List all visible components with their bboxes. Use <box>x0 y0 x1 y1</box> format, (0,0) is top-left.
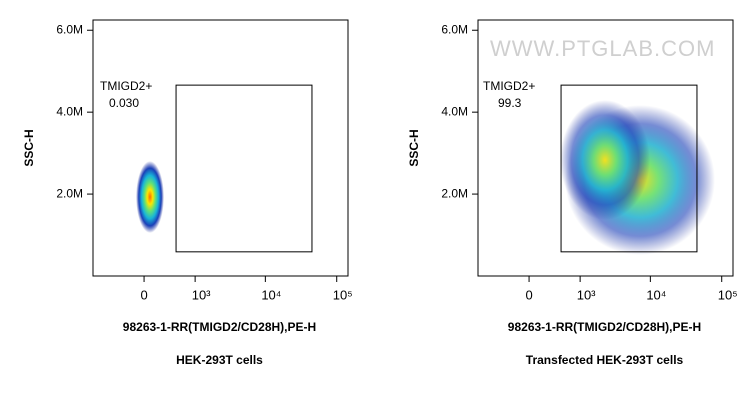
y-tick-label: 4.0M <box>441 104 468 118</box>
y-tick-label: 6.0M <box>56 22 83 36</box>
density-cloud <box>560 100 650 220</box>
gate-percent: 0.030 <box>109 96 139 110</box>
panel-title: HEK-293T cells <box>176 353 263 367</box>
axes-frame <box>477 19 734 277</box>
y-tick-label: 2.0M <box>441 186 468 200</box>
x-tick-label: 0 <box>525 287 532 302</box>
y-axis-label: SSC-H <box>22 129 36 166</box>
y-tick-label: 2.0M <box>56 186 83 200</box>
x-axis-label: 98263-1-RR(TMIGD2/CD28H),PE-H <box>508 320 701 334</box>
axes-frame <box>92 19 349 277</box>
gate-name: TMIGD2+ <box>483 79 535 93</box>
x-tick-label: 10⁴ <box>261 287 281 302</box>
plot: 2.0M 4.0M 6.0M 0 10³ 10⁴ 10⁵ SSC-H 98263-1-RR(TM… <box>22 19 353 367</box>
x-axis-label: 98263-1-RR(TMIGD2/CD28H),PE-H <box>123 320 316 334</box>
y-tick-label: 4.0M <box>56 104 83 118</box>
x-tick-label: 10⁵ <box>333 287 353 302</box>
x-tick-label: 10³ <box>577 287 596 302</box>
y-axis-label: SSC-H <box>407 129 421 166</box>
y-tick-label: 6.0M <box>441 22 468 36</box>
x-tick-label: 0 <box>140 287 147 302</box>
watermark: WWW.PTGLAB.COM <box>490 36 715 61</box>
panel-title: Transfected HEK-293T cells <box>526 353 684 367</box>
plot: 2.0M 4.0M 6.0M 0 10³ 10⁴ 10⁵ SSC-H 98263-1-RR(TM… <box>407 19 738 367</box>
gate-name: TMIGD2+ <box>100 79 152 93</box>
density-cloud <box>136 161 164 233</box>
gate <box>560 84 698 253</box>
x-tick-label: 10³ <box>192 287 211 302</box>
gate <box>175 84 313 253</box>
x-tick-label: 10⁵ <box>718 287 738 302</box>
gate-percent: 99.3 <box>498 96 522 110</box>
x-tick-label: 10⁴ <box>646 287 666 302</box>
